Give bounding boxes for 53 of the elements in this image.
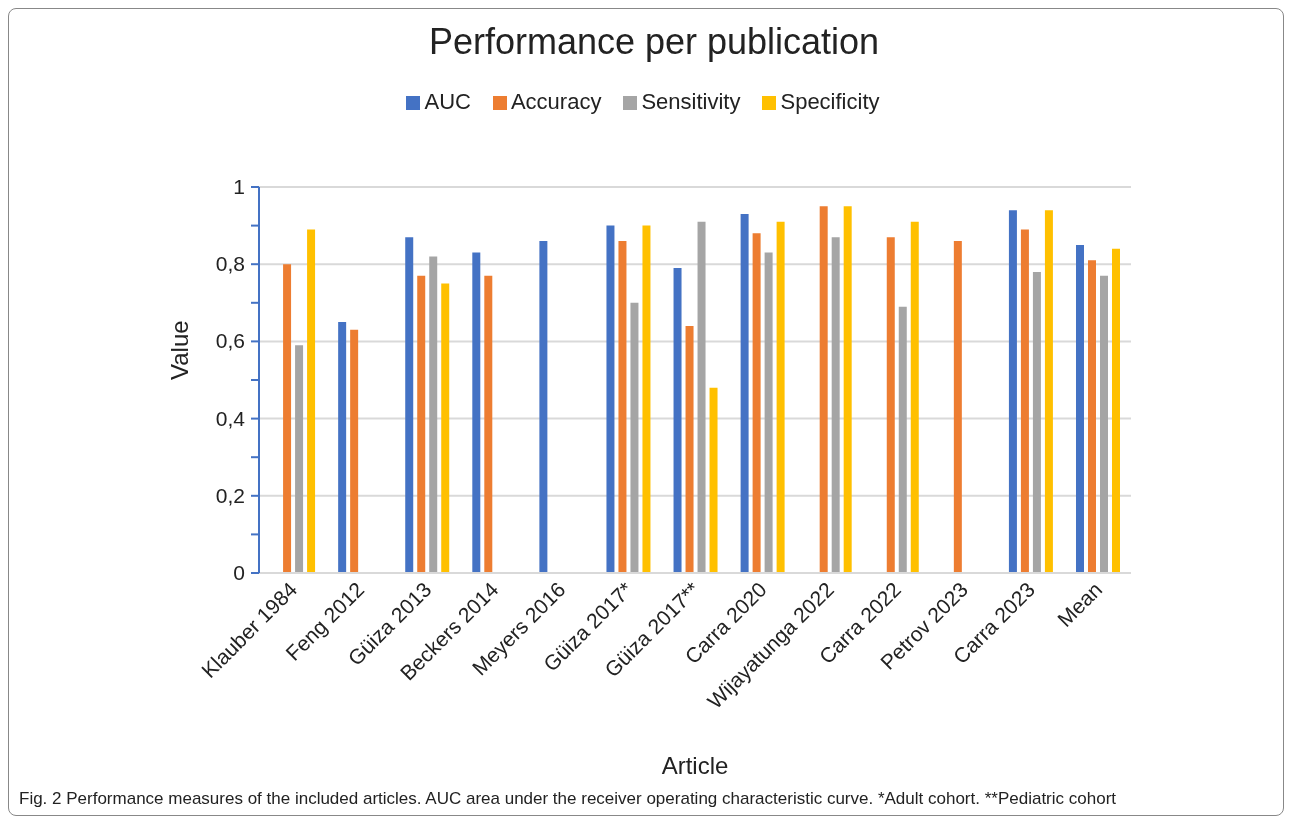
bar	[1044, 210, 1053, 573]
caption: Fig. 2 Performance measures of the included articles. AUC area under the receiver operating characteristic curve. *Adult cohort. **Pediatric cohort	[19, 789, 1117, 809]
bar	[1032, 271, 1041, 573]
y-tick-label: 0,8	[215, 252, 245, 276]
bar	[819, 206, 828, 573]
chart-title: Performance per publication	[427, 21, 881, 63]
y-tick-label: 1	[233, 175, 245, 198]
bar	[1020, 229, 1029, 573]
bar	[405, 237, 414, 573]
bar	[709, 387, 718, 573]
bar	[1112, 248, 1120, 573]
bar	[350, 329, 359, 573]
bar	[1076, 244, 1084, 573]
bar	[776, 221, 785, 573]
bar	[630, 302, 639, 573]
bar	[886, 237, 895, 573]
bar	[429, 256, 438, 573]
y-axis-title: Value	[165, 320, 193, 380]
y-tick-label: 0,6	[215, 329, 245, 353]
bar	[307, 229, 316, 573]
legend-label: Specificity	[780, 89, 880, 114]
y-tick-label: 0	[233, 561, 245, 584]
bar	[441, 283, 450, 573]
x-axis-title: Article	[661, 752, 729, 780]
bar	[752, 233, 761, 573]
bar	[740, 214, 749, 573]
bar	[606, 225, 615, 573]
bar	[338, 322, 347, 573]
bar	[898, 306, 907, 573]
bar	[539, 241, 548, 573]
y-tick-label: 0,2	[215, 483, 245, 507]
bar	[1100, 275, 1108, 573]
legend-label: Sensitivity	[641, 89, 741, 114]
bar	[953, 241, 962, 573]
bar	[295, 345, 304, 573]
bar	[910, 221, 919, 573]
bar	[673, 268, 682, 573]
bar	[697, 221, 706, 573]
legend-label: Accuracy	[510, 89, 602, 114]
bar	[685, 325, 694, 573]
legend-label: AUC	[424, 89, 471, 114]
bar	[1088, 260, 1096, 573]
bar	[642, 225, 651, 573]
bar	[283, 264, 292, 573]
bar	[764, 252, 773, 573]
bar	[831, 237, 840, 573]
bar	[472, 252, 481, 573]
y-tick-label: 0,4	[215, 406, 246, 430]
bar	[484, 275, 493, 573]
bar	[618, 241, 627, 573]
bar	[417, 275, 426, 573]
bar	[843, 206, 852, 573]
bar	[1008, 210, 1017, 573]
